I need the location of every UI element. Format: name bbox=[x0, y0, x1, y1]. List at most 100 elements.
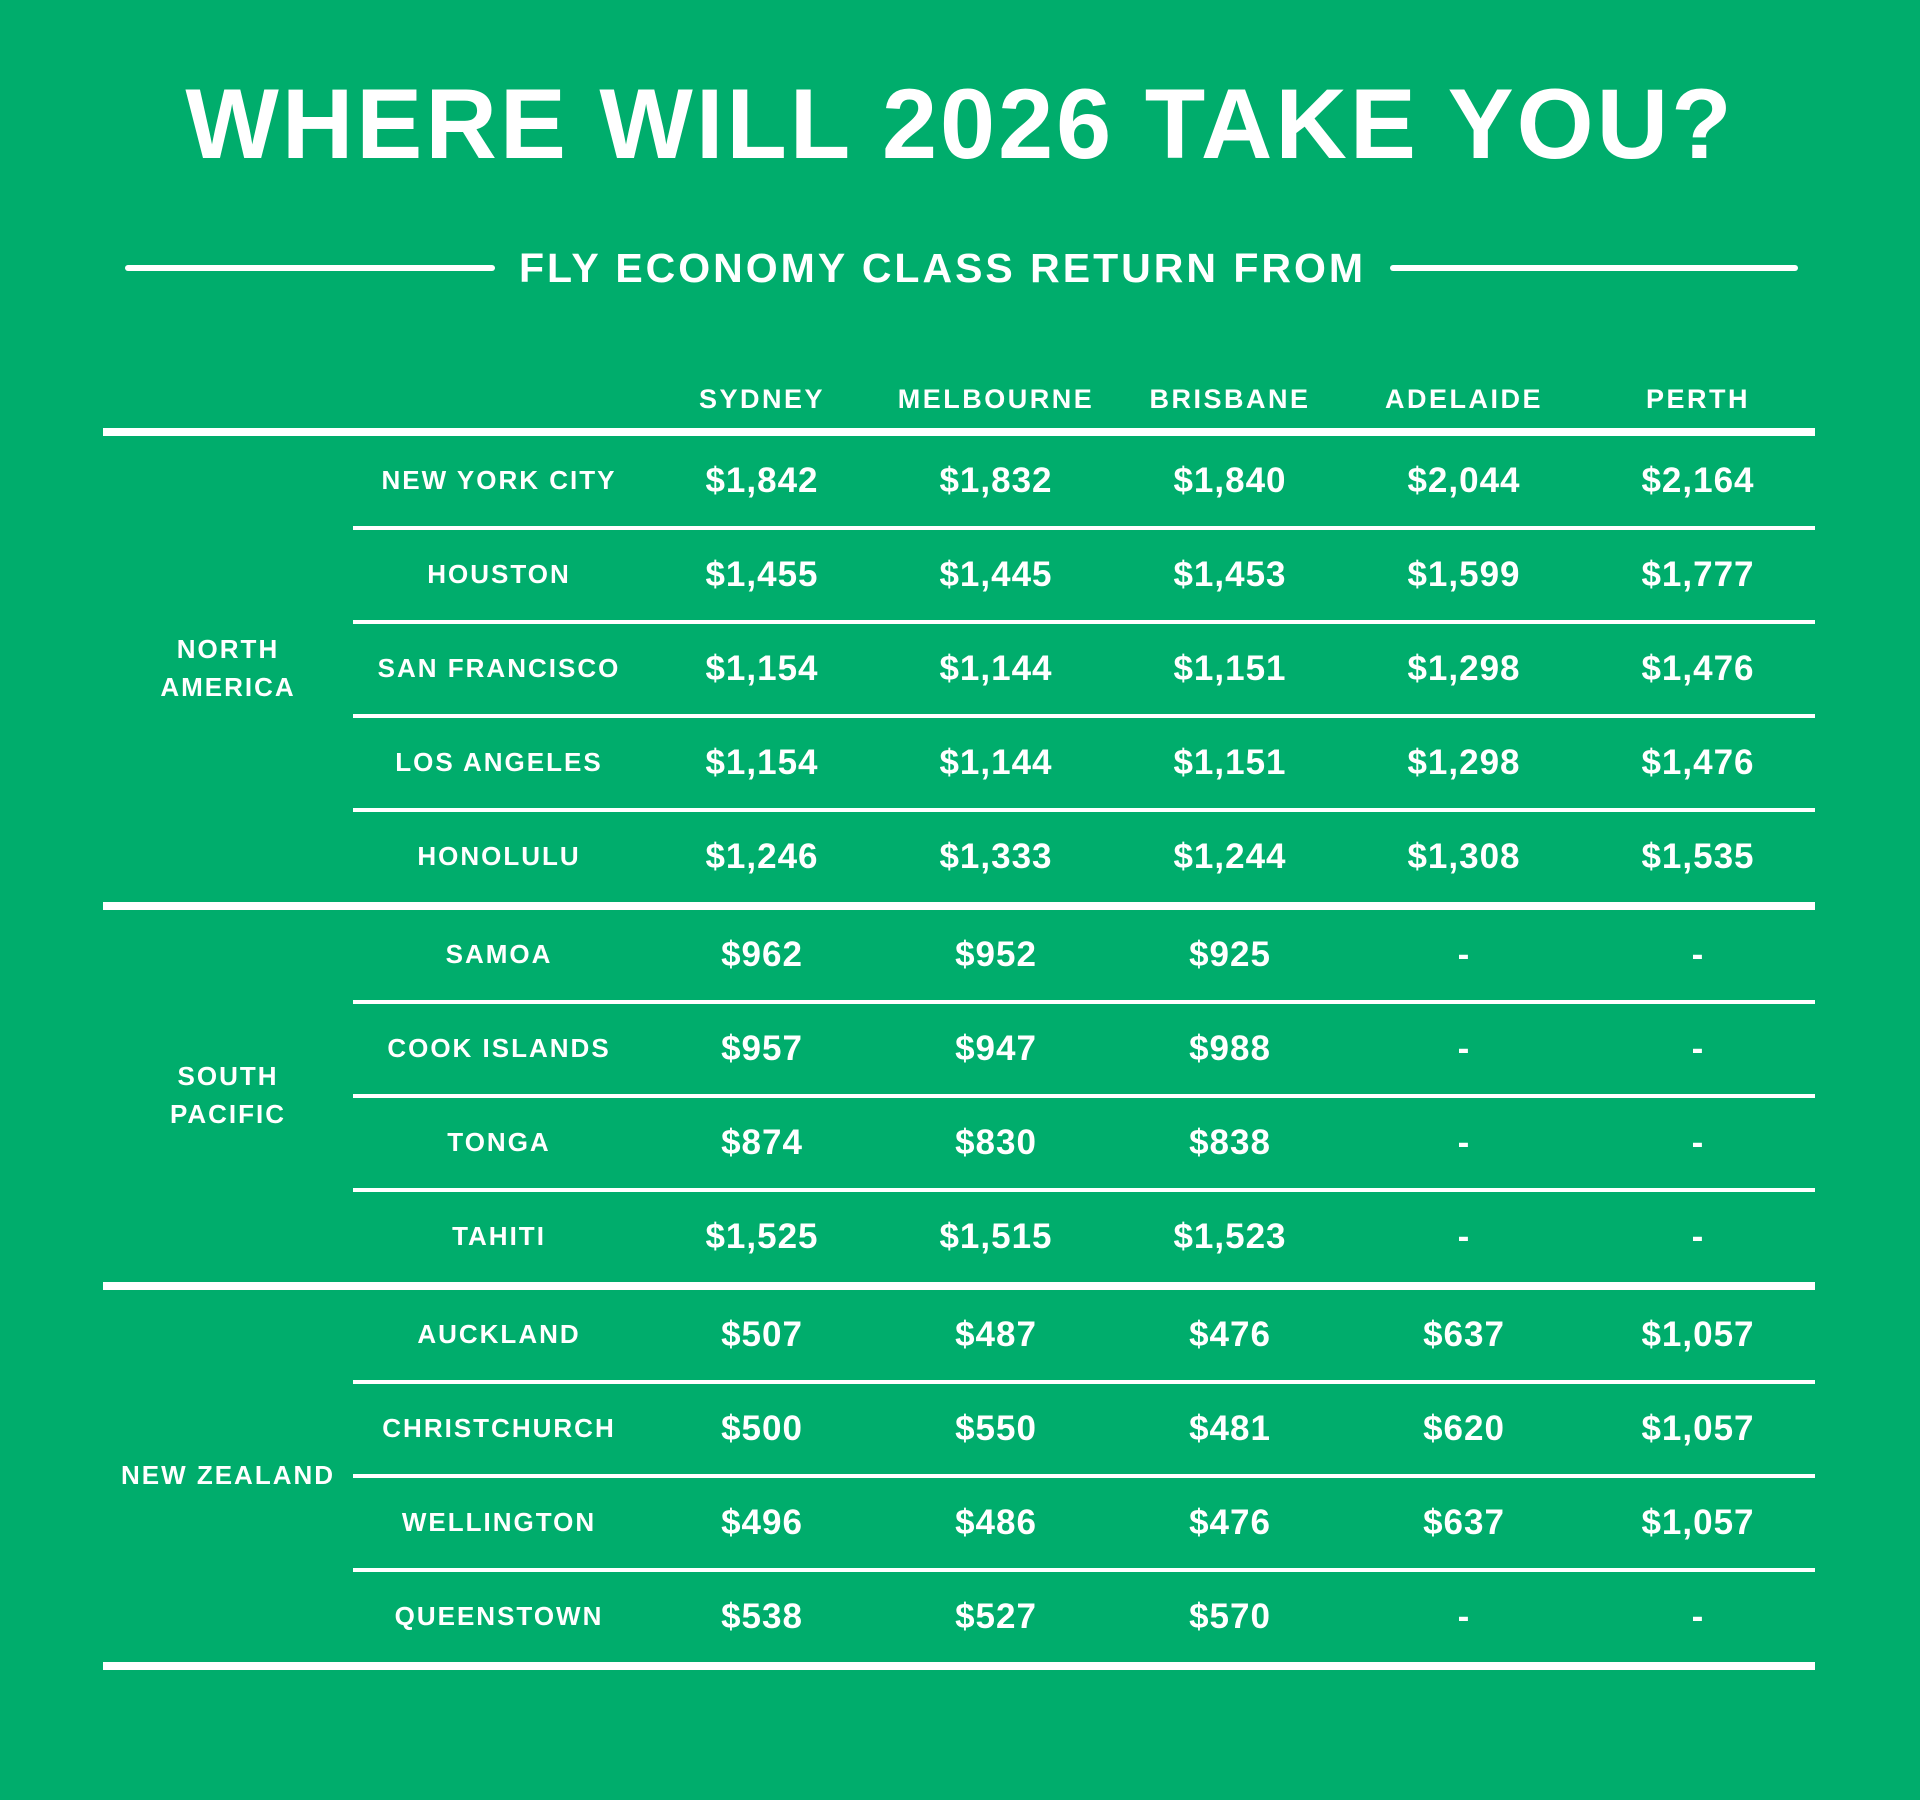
section-south-pacific: SOUTH PACIFIC SAMOA $962 $952 $925 - - C… bbox=[103, 910, 1815, 1282]
price-cell: $500 bbox=[721, 1408, 803, 1448]
table-top-divider bbox=[103, 427, 1815, 436]
price-cell: $1,535 bbox=[1641, 836, 1755, 876]
destination-label: HONOLULU bbox=[417, 841, 581, 872]
price-cell: $620 bbox=[1423, 1408, 1505, 1448]
column-header-sydney: SYDNEY bbox=[698, 384, 826, 415]
price-cell: $1,455 bbox=[705, 554, 819, 594]
table-row: SAMOA $962 $952 $925 - - bbox=[353, 910, 1815, 1000]
price-cell: $1,840 bbox=[1173, 460, 1287, 500]
price-cell: $957 bbox=[721, 1028, 803, 1068]
section-new-zealand: NEW ZEALAND AUCKLAND $507 $487 $476 $637… bbox=[103, 1290, 1815, 1662]
destination-label: QUEENSTOWN bbox=[394, 1601, 604, 1632]
column-header-brisbane: BRISBANE bbox=[1149, 384, 1311, 415]
destination-label: HOUSTON bbox=[427, 559, 571, 590]
table-row: TONGA $874 $830 $838 - - bbox=[353, 1093, 1815, 1188]
destination-label: TONGA bbox=[447, 1127, 551, 1158]
table-row: LOS ANGELES $1,154 $1,144 $1,151 $1,298 … bbox=[353, 713, 1815, 808]
price-cell: $527 bbox=[955, 1596, 1037, 1636]
region-label-south-pacific: SOUTH PACIFIC bbox=[169, 1061, 287, 1129]
price-cell: $874 bbox=[721, 1122, 803, 1162]
price-cell: - bbox=[1691, 1028, 1705, 1068]
price-cell: $1,298 bbox=[1407, 648, 1521, 688]
page-title: WHERE WILL 2026 TAKE YOU? bbox=[185, 68, 1735, 179]
price-cell: $637 bbox=[1423, 1314, 1505, 1354]
region-col-new-zealand: NEW ZEALAND bbox=[103, 1290, 353, 1662]
price-cell: $507 bbox=[721, 1314, 803, 1354]
subtitle: FLY ECONOMY CLASS RETURN FROM bbox=[125, 245, 1798, 292]
price-cell: $2,044 bbox=[1407, 460, 1521, 500]
price-cell: $1,057 bbox=[1641, 1502, 1755, 1542]
price-cell: $1,599 bbox=[1407, 554, 1521, 594]
price-cell: $925 bbox=[1189, 934, 1271, 974]
price-cell: $1,154 bbox=[705, 742, 819, 782]
destination-label: AUCKLAND bbox=[417, 1319, 581, 1350]
table-row: SAN FRANCISCO $1,154 $1,144 $1,151 $1,29… bbox=[353, 619, 1815, 714]
subtitle-text: FLY ECONOMY CLASS RETURN FROM bbox=[519, 244, 1367, 291]
table-row: CHRISTCHURCH $500 $550 $481 $620 $1,057 bbox=[353, 1379, 1815, 1474]
table-row: HOUSTON $1,455 $1,445 $1,453 $1,599 $1,7… bbox=[353, 525, 1815, 620]
column-header-perth: PERTH bbox=[1645, 384, 1750, 415]
column-header-adelaide: ADELAIDE bbox=[1384, 384, 1543, 415]
price-cell: $962 bbox=[721, 934, 803, 974]
price-cell: $1,298 bbox=[1407, 742, 1521, 782]
price-cell: $1,476 bbox=[1641, 648, 1755, 688]
destination-label: COOK ISLANDS bbox=[387, 1033, 611, 1064]
table-row: WELLINGTON $496 $486 $476 $637 $1,057 bbox=[353, 1473, 1815, 1568]
price-cell: $1,445 bbox=[939, 554, 1053, 594]
price-cell: $1,842 bbox=[705, 460, 819, 500]
price-cell: $550 bbox=[955, 1408, 1037, 1448]
price-cell: $486 bbox=[955, 1502, 1037, 1542]
destination-label: NEW YORK CITY bbox=[381, 465, 617, 496]
region-label-new-zealand: NEW ZEALAND bbox=[120, 1460, 336, 1491]
price-cell: $952 bbox=[955, 934, 1037, 974]
price-cell: $637 bbox=[1423, 1502, 1505, 1542]
price-cell: $481 bbox=[1189, 1408, 1271, 1448]
price-cell: $496 bbox=[721, 1502, 803, 1542]
region-col-south-pacific: SOUTH PACIFIC bbox=[103, 910, 353, 1282]
region-col-north-america: NORTH AMERICA bbox=[103, 436, 353, 902]
price-table: SYDNEY MELBOURNE BRISBANE ADELAIDE PERTH… bbox=[103, 372, 1815, 1670]
price-cell: $1,523 bbox=[1173, 1216, 1287, 1256]
price-cell: $1,144 bbox=[939, 648, 1053, 688]
price-cell: $838 bbox=[1189, 1122, 1271, 1162]
table-row: COOK ISLANDS $957 $947 $988 - - bbox=[353, 999, 1815, 1094]
section-divider bbox=[103, 1281, 1815, 1290]
table-row: HONOLULU $1,246 $1,333 $1,244 $1,308 $1,… bbox=[353, 807, 1815, 902]
table-row: TAHITI $1,525 $1,515 $1,523 - - bbox=[353, 1187, 1815, 1282]
price-cell: $988 bbox=[1189, 1028, 1271, 1068]
price-cell: - bbox=[1457, 1216, 1471, 1256]
price-cell: $1,151 bbox=[1173, 648, 1287, 688]
price-cell: $1,057 bbox=[1641, 1314, 1755, 1354]
subtitle-rule-left bbox=[125, 265, 495, 272]
destination-label: CHRISTCHURCH bbox=[382, 1413, 616, 1444]
destination-label: LOS ANGELES bbox=[395, 747, 603, 778]
table-header-row: SYDNEY MELBOURNE BRISBANE ADELAIDE PERTH bbox=[103, 372, 1815, 428]
price-cell: $1,832 bbox=[939, 460, 1053, 500]
section-north-america: NORTH AMERICA NEW YORK CITY $1,842 $1,83… bbox=[103, 436, 1815, 902]
table-row: QUEENSTOWN $538 $527 $570 - - bbox=[353, 1567, 1815, 1662]
price-cell: $947 bbox=[955, 1028, 1037, 1068]
table-row: AUCKLAND $507 $487 $476 $637 $1,057 bbox=[353, 1290, 1815, 1380]
price-cell: $1,057 bbox=[1641, 1408, 1755, 1448]
price-cell: - bbox=[1457, 1122, 1471, 1162]
subtitle-rule-right bbox=[1390, 265, 1798, 272]
destination-label: WELLINGTON bbox=[401, 1507, 597, 1538]
destination-label: SAMOA bbox=[445, 939, 553, 970]
price-cell: $1,525 bbox=[705, 1216, 819, 1256]
price-cell: $476 bbox=[1189, 1502, 1271, 1542]
price-cell: $1,515 bbox=[939, 1216, 1053, 1256]
price-cell: $1,453 bbox=[1173, 554, 1287, 594]
table-row: NEW YORK CITY $1,842 $1,832 $1,840 $2,04… bbox=[353, 436, 1815, 526]
table-bottom-divider bbox=[103, 1661, 1815, 1670]
price-cell: $1,476 bbox=[1641, 742, 1755, 782]
price-cell: - bbox=[1457, 1596, 1471, 1636]
price-cell: - bbox=[1457, 1028, 1471, 1068]
price-cell: $1,151 bbox=[1173, 742, 1287, 782]
destination-label: TAHITI bbox=[452, 1221, 546, 1252]
price-cell: $476 bbox=[1189, 1314, 1271, 1354]
price-cell: $538 bbox=[721, 1596, 803, 1636]
price-cell: - bbox=[1691, 1122, 1705, 1162]
price-cell: $1,777 bbox=[1641, 554, 1755, 594]
price-cell: - bbox=[1457, 934, 1471, 974]
